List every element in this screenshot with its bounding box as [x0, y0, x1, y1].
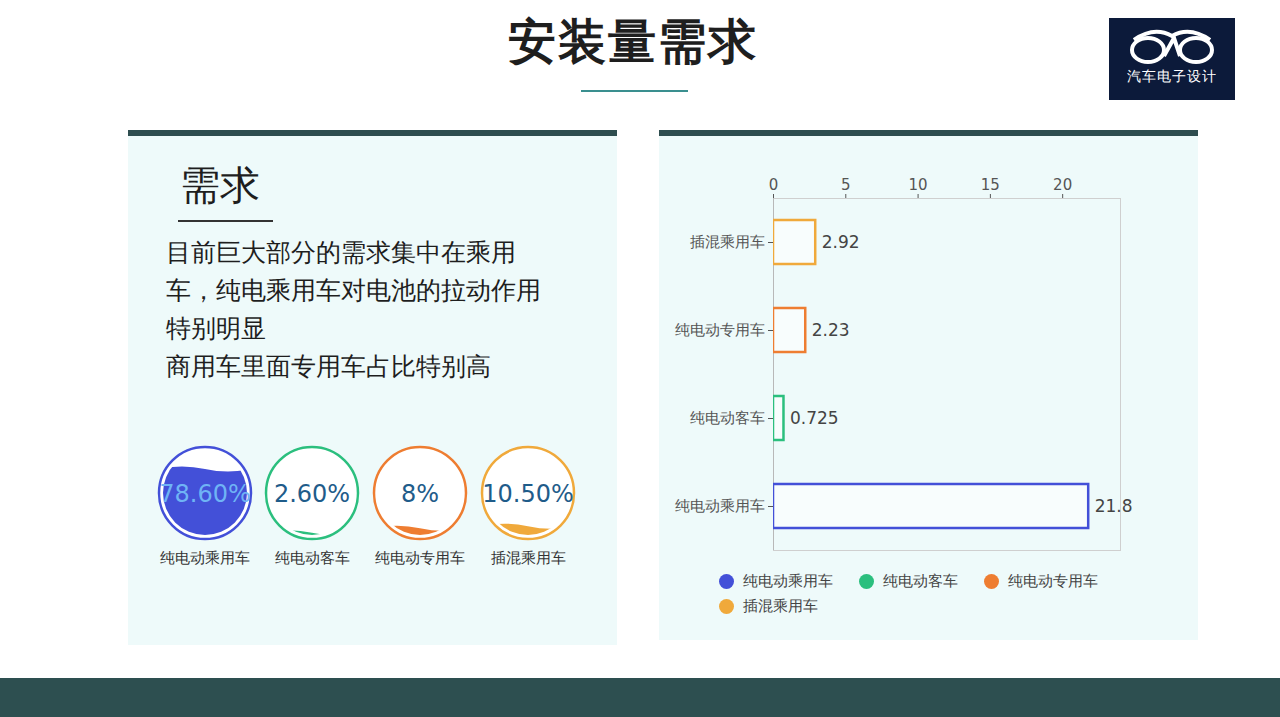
svg-text:21.8: 21.8	[1095, 496, 1133, 516]
svg-text:纯电动专用车: 纯电动专用车	[675, 321, 765, 339]
html-text:纯电动专用车: 纯电动专用车	[1008, 572, 1098, 590]
svg-text:纯电动乘用车: 纯电动乘用车	[675, 497, 765, 515]
svg-text:8%: 8%	[401, 480, 439, 508]
svg-text:纯电动客车: 纯电动客车	[275, 549, 350, 567]
svg-text:插混乘用车: 插混乘用车	[690, 233, 765, 251]
html-text:安装量需求: 安装量需求	[507, 13, 758, 69]
html-text:商用车里面专用车占比特别高: 商用车里面专用车占比特别高	[166, 352, 491, 381]
svg-text:纯电动客车: 纯电动客车	[690, 409, 765, 427]
svg-text:10.50%: 10.50%	[482, 480, 574, 508]
html-text:纯电动客车: 纯电动客车	[883, 572, 958, 590]
svg-text:纯电动专用车: 纯电动专用车	[375, 549, 465, 567]
svg-text:0.725: 0.725	[790, 408, 839, 428]
svg-text:2.92: 2.92	[822, 232, 860, 252]
svg-text:插混乘用车: 插混乘用车	[491, 549, 566, 567]
svg-text:0: 0	[769, 176, 779, 194]
svg-text:10: 10	[909, 176, 928, 194]
svg-text:5: 5	[841, 176, 851, 194]
svg-text:2.60%: 2.60%	[274, 480, 350, 508]
svg-text:15: 15	[981, 176, 1000, 194]
svg-text:78.60%: 78.60%	[159, 480, 251, 508]
svg-text:2.23: 2.23	[812, 320, 850, 340]
html-text:目前巨大部分的需求集中在乘用车，纯电乘用车对电池的拉动作用特: 目前巨大部分的需求集中在乘用车，纯电乘用车对电池的拉动作用特别明显	[166, 238, 541, 343]
html-text:汽车电子设计: 汽车电子设计	[1127, 68, 1217, 84]
html-text:需求: 需求	[180, 162, 260, 208]
svg-text:纯电动乘用车: 纯电动乘用车	[160, 549, 250, 567]
html-text:纯电动乘用车: 纯电动乘用车	[743, 572, 833, 590]
html-text:插混乘用车: 插混乘用车	[743, 597, 818, 615]
svg-text:20: 20	[1053, 176, 1072, 194]
